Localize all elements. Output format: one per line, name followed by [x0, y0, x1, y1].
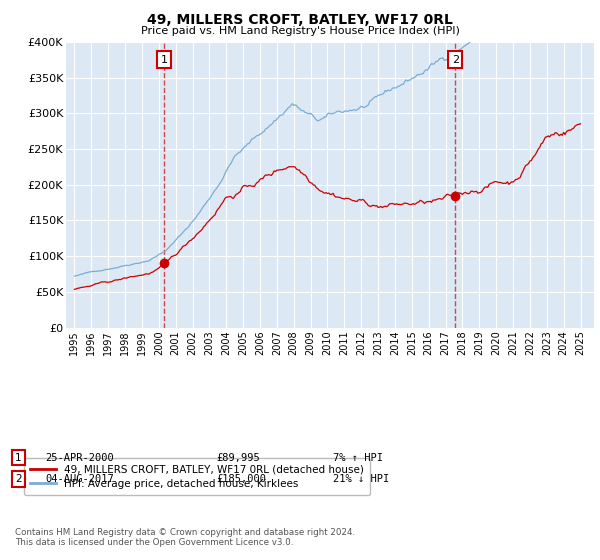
Text: 2: 2 — [452, 55, 459, 65]
Text: 1: 1 — [161, 55, 167, 65]
Text: 2: 2 — [15, 474, 22, 484]
Text: £185,000: £185,000 — [216, 474, 266, 484]
Text: Price paid vs. HM Land Registry's House Price Index (HPI): Price paid vs. HM Land Registry's House … — [140, 26, 460, 36]
Text: Contains HM Land Registry data © Crown copyright and database right 2024.
This d: Contains HM Land Registry data © Crown c… — [15, 528, 355, 547]
Text: £89,995: £89,995 — [216, 452, 260, 463]
Legend: 49, MILLERS CROFT, BATLEY, WF17 0RL (detached house), HPI: Average price, detach: 49, MILLERS CROFT, BATLEY, WF17 0RL (det… — [23, 459, 370, 495]
Text: 49, MILLERS CROFT, BATLEY, WF17 0RL: 49, MILLERS CROFT, BATLEY, WF17 0RL — [147, 13, 453, 27]
Text: 7% ↑ HPI: 7% ↑ HPI — [333, 452, 383, 463]
Text: 21% ↓ HPI: 21% ↓ HPI — [333, 474, 389, 484]
Text: 1: 1 — [15, 452, 22, 463]
Text: 25-APR-2000: 25-APR-2000 — [45, 452, 114, 463]
Text: 04-AUG-2017: 04-AUG-2017 — [45, 474, 114, 484]
